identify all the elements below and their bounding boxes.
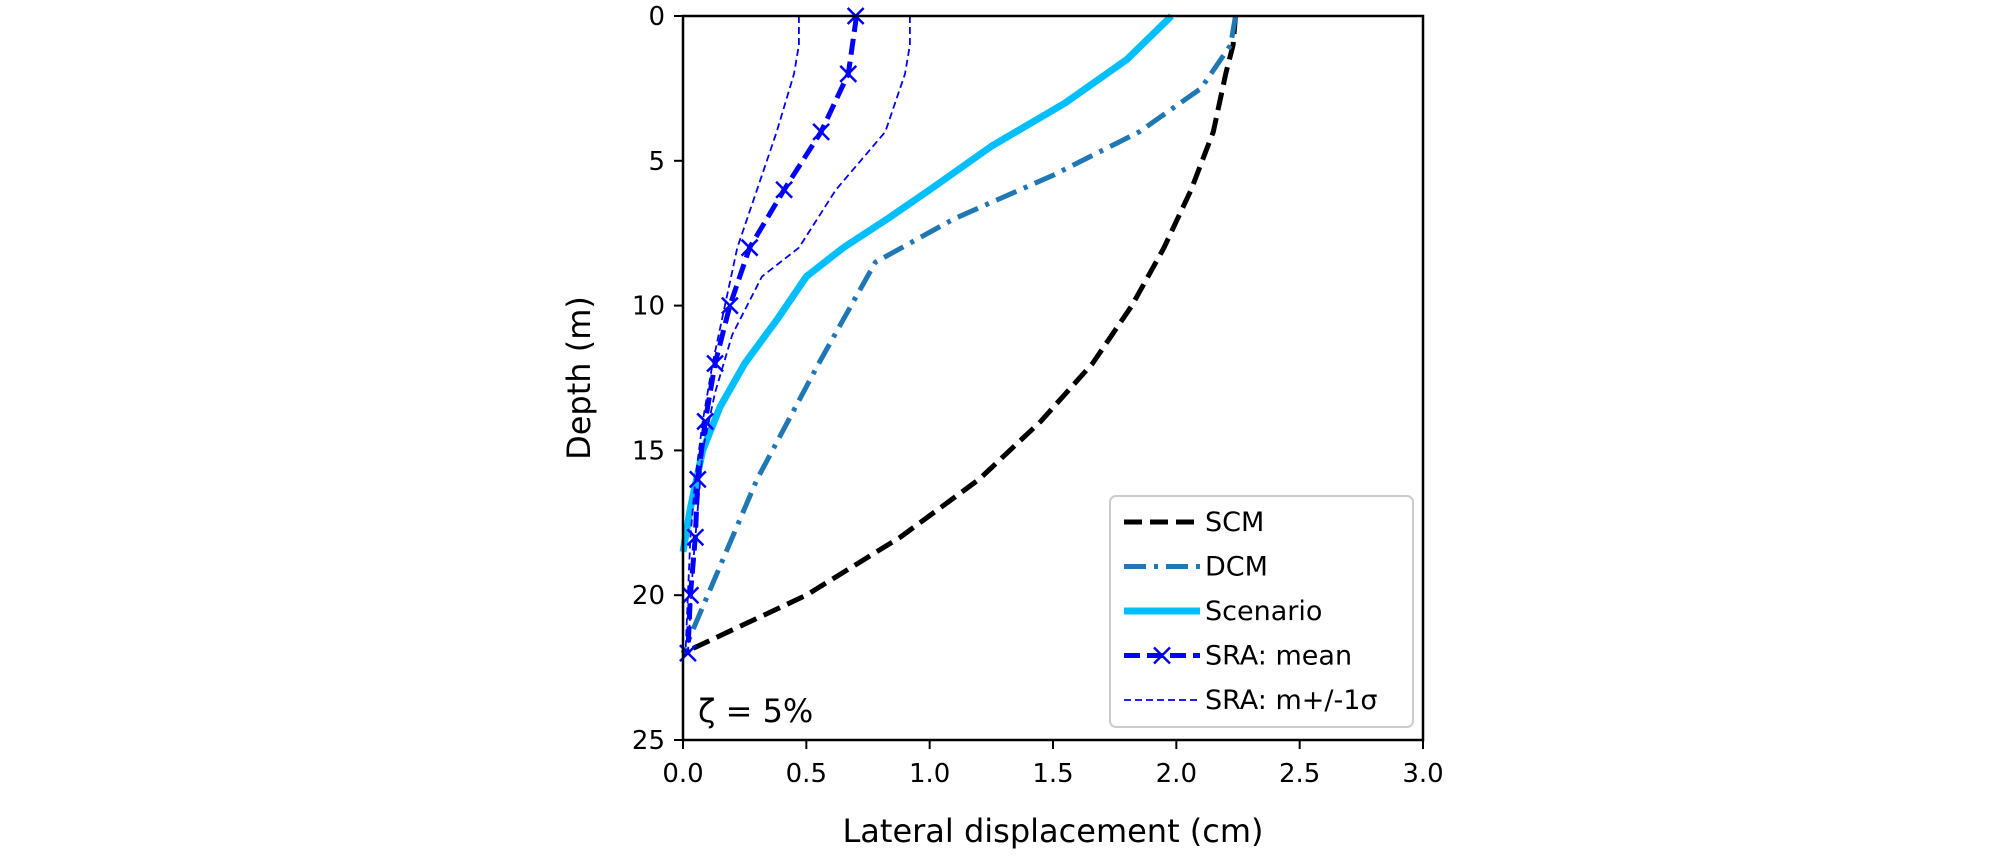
data-point-marker [839, 65, 858, 83]
data-point-marker [740, 238, 759, 257]
data-point-marker [812, 122, 831, 141]
x-tick-label: 2.5 [1279, 759, 1320, 789]
y-tick-label: 20 [632, 581, 665, 611]
series-line-2 [679, 13, 1174, 553]
legend-marker [1153, 646, 1171, 665]
data-point-marker [706, 354, 724, 373]
x-axis-label: Lateral displacement (cm) [842, 812, 1263, 850]
x-tick-label: 2.0 [1156, 759, 1197, 789]
legend: SCM DCM Scenario SRA: mean SRA: m+/-1σ [1109, 495, 1414, 728]
legend-label-3: SRA: mean [1205, 641, 1352, 672]
x-tick-label: 0.5 [786, 759, 827, 789]
data-point-marker [775, 180, 794, 199]
series-line-4 [684, 16, 800, 654]
y-tick-label: 5 [648, 147, 665, 177]
legend-label-0: SCM [1205, 507, 1264, 538]
x-tick-label: 3.0 [1402, 759, 1443, 789]
y-tick-label: 15 [632, 436, 665, 466]
x-tick-label: 1.5 [1032, 759, 1073, 789]
data-point-marker [696, 412, 715, 431]
y-tick-label: 0 [648, 2, 665, 32]
data-point-marker [688, 470, 707, 489]
y-tick-label: 25 [632, 726, 665, 756]
x-tick-label: 1.0 [909, 759, 950, 789]
x-tick-label: 0.0 [662, 759, 703, 789]
legend-label-1: DCM [1205, 552, 1268, 583]
y-axis-label: Depth (m) [560, 296, 598, 460]
legend-label-2: Scenario [1205, 596, 1322, 627]
series-line-3 [685, 16, 859, 654]
series-line-0 [681, 15, 1238, 656]
legend-label-4: SRA: m+/-1σ [1205, 685, 1378, 716]
data-point-marker [720, 296, 739, 315]
legend-box [1109, 495, 1414, 728]
series-line-5 [687, 16, 911, 654]
y-tick-label: 10 [632, 292, 665, 322]
zeta-annotation: ζ = 5% [698, 692, 813, 730]
series-group [679, 7, 1238, 663]
